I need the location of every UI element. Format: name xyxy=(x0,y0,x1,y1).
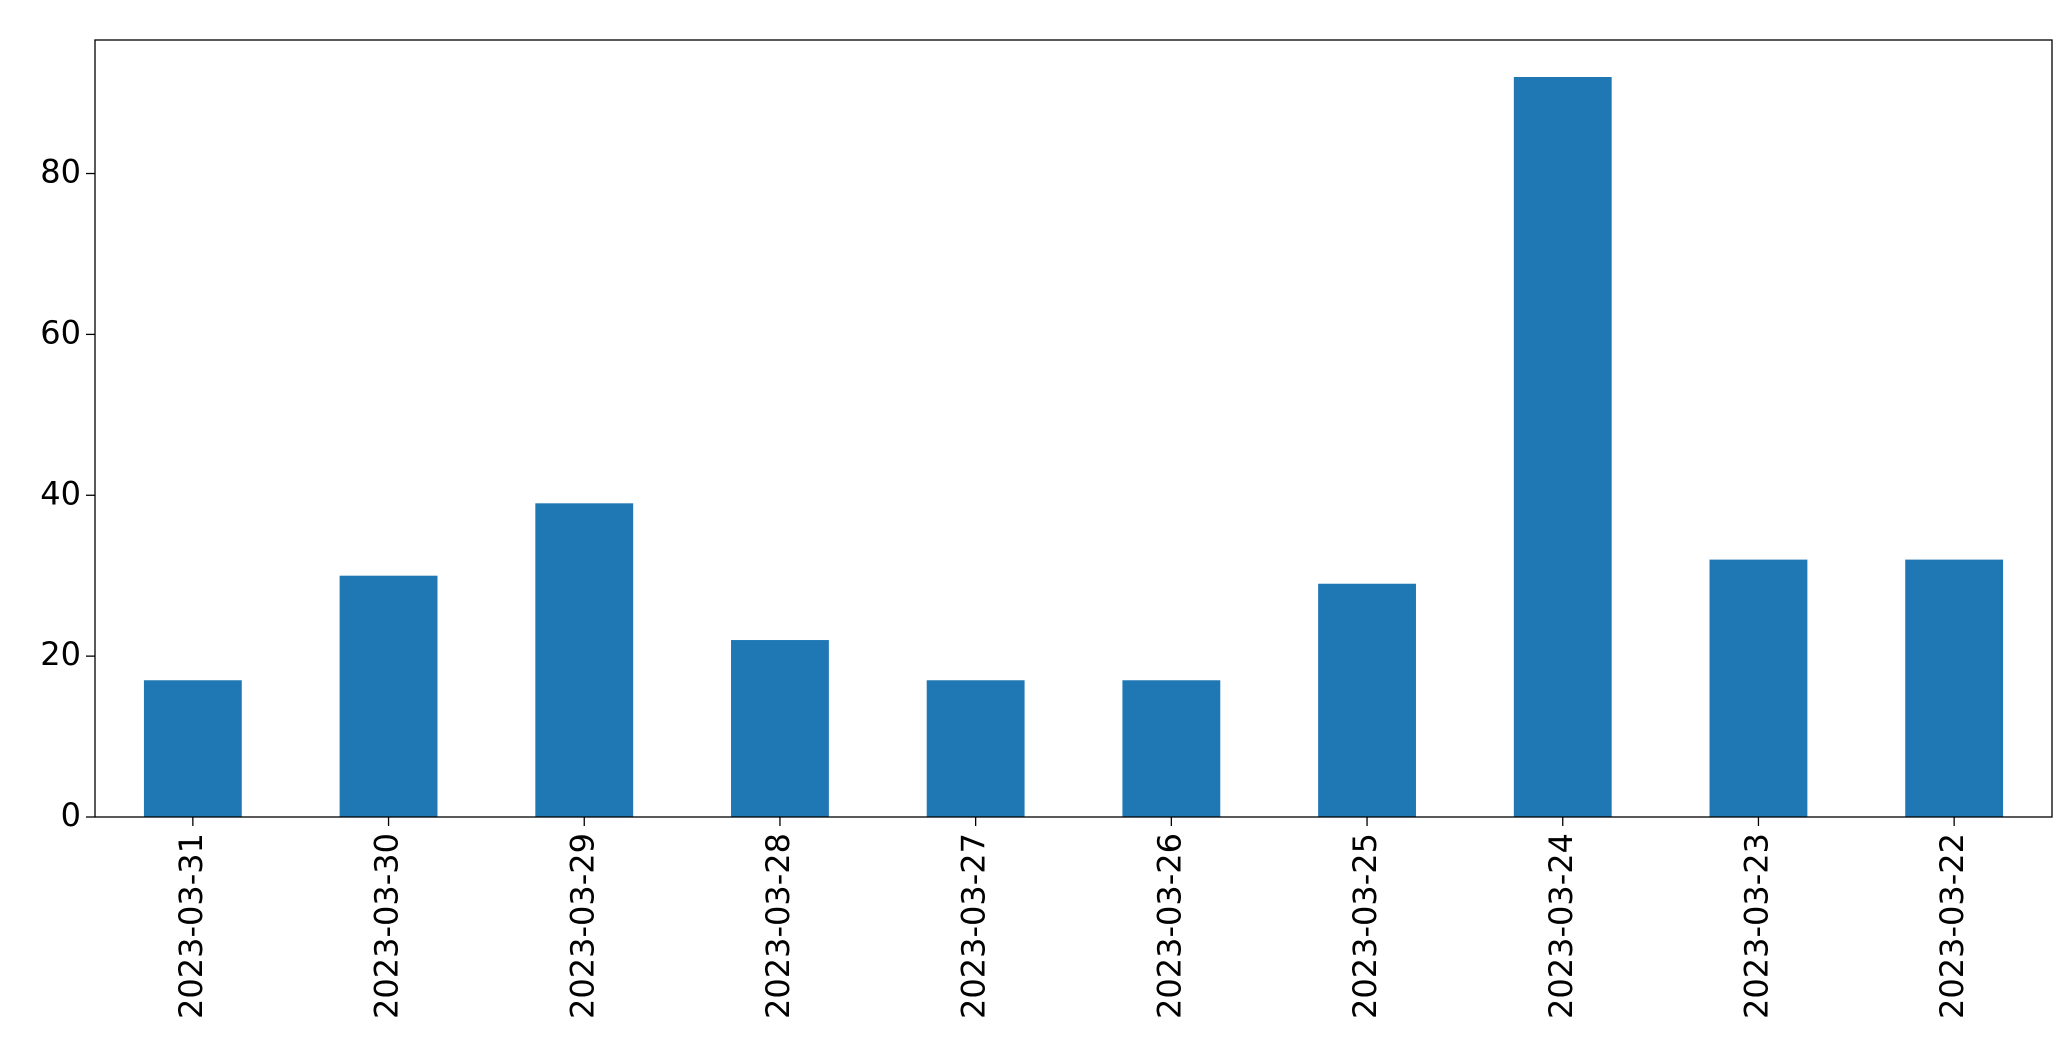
bar xyxy=(1905,559,2004,817)
bar xyxy=(1513,77,1612,817)
bar xyxy=(731,640,829,817)
y-tick-label: 40 xyxy=(40,474,81,512)
x-tick-label: 2023-03-30 xyxy=(368,833,406,1019)
bar xyxy=(339,575,438,817)
y-tick-label: 60 xyxy=(40,313,81,351)
x-tick-label: 2023-03-31 xyxy=(172,833,210,1019)
x-tick-label: 2023-03-26 xyxy=(1150,833,1188,1019)
plot-frame xyxy=(94,39,2053,818)
x-tick-label: 2023-03-23 xyxy=(1737,833,1775,1019)
x-tick-label: 2023-03-28 xyxy=(759,833,797,1019)
x-tick-label: 2023-03-29 xyxy=(563,833,601,1019)
bar xyxy=(1318,583,1416,817)
x-tick-label: 2023-03-25 xyxy=(1346,833,1384,1019)
bar xyxy=(143,680,242,817)
bar xyxy=(926,680,1025,817)
y-tick-label: 80 xyxy=(40,153,81,191)
x-tick-label: 2023-03-27 xyxy=(955,833,993,1019)
y-tick-label: 0 xyxy=(61,796,81,834)
y-tick-label: 20 xyxy=(40,635,81,673)
bar xyxy=(535,503,634,817)
bar xyxy=(1122,680,1221,817)
x-tick-label: 2023-03-22 xyxy=(1933,833,1971,1019)
bar xyxy=(1709,559,1808,817)
x-tick-label: 2023-03-24 xyxy=(1542,833,1580,1019)
